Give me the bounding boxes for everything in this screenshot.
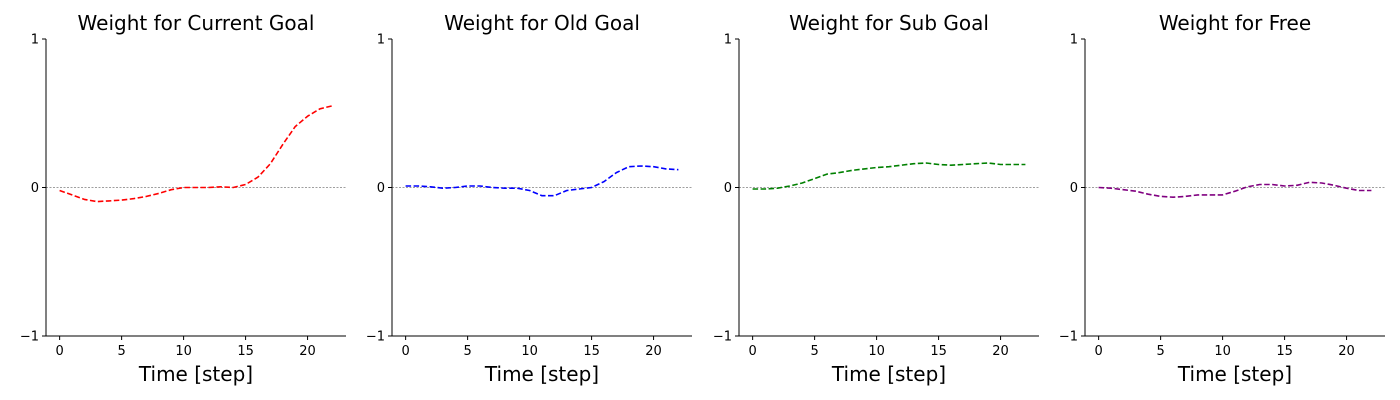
y-tick-label: 0 xyxy=(1070,181,1078,196)
x-tick-label: 0 xyxy=(401,344,409,359)
chart-title: Weight for Sub Goal xyxy=(789,11,989,35)
x-tick-label: 10 xyxy=(175,344,192,359)
x-tick-label: 5 xyxy=(810,344,818,359)
x-tick-label: 10 xyxy=(521,344,538,359)
x-tick-label: 15 xyxy=(237,344,254,359)
x-tick-label: 10 xyxy=(1214,344,1231,359)
series-line-1 xyxy=(1098,181,1372,198)
y-tick-label: −1 xyxy=(20,330,39,345)
x-tick-label: 20 xyxy=(645,344,662,359)
x-tick-label: 5 xyxy=(463,344,471,359)
x-tick-label: 0 xyxy=(748,344,756,359)
x-tick-label: 20 xyxy=(1338,344,1355,359)
series-line-1 xyxy=(752,162,1026,190)
y-tick-label: −1 xyxy=(713,330,732,345)
y-tick-label: 1 xyxy=(31,33,39,48)
x-tick-label: 20 xyxy=(299,344,316,359)
chart-title: Weight for Current Goal xyxy=(78,11,315,35)
series-line-1 xyxy=(59,105,333,203)
x-tick-label: 5 xyxy=(117,344,125,359)
x-tick-label: 0 xyxy=(55,344,63,359)
series-line-1 xyxy=(405,165,679,197)
y-tick-label: 1 xyxy=(724,33,732,48)
y-tick-label: 1 xyxy=(1070,33,1078,48)
x-axis-label: Time [step] xyxy=(1177,362,1292,386)
x-tick-label: 5 xyxy=(1156,344,1164,359)
x-tick-label: 15 xyxy=(1276,344,1293,359)
y-tick-label: −1 xyxy=(366,330,385,345)
y-tick-label: −1 xyxy=(1059,330,1078,345)
y-tick-label: 0 xyxy=(724,181,732,196)
x-tick-label: 15 xyxy=(930,344,947,359)
x-tick-label: 10 xyxy=(868,344,885,359)
x-tick-label: 15 xyxy=(583,344,600,359)
y-tick-label: 0 xyxy=(377,181,385,196)
y-tick-label: 0 xyxy=(31,181,39,196)
x-tick-label: 20 xyxy=(992,344,1009,359)
chart-title: Weight for Old Goal xyxy=(444,11,640,35)
x-tick-label: 0 xyxy=(1094,344,1102,359)
chart-title: Weight for Free xyxy=(1159,11,1311,35)
x-axis-label: Time [step] xyxy=(831,362,946,386)
x-axis-label: Time [step] xyxy=(484,362,599,386)
x-axis-label: Time [step] xyxy=(138,362,253,386)
y-tick-label: 1 xyxy=(377,33,385,48)
